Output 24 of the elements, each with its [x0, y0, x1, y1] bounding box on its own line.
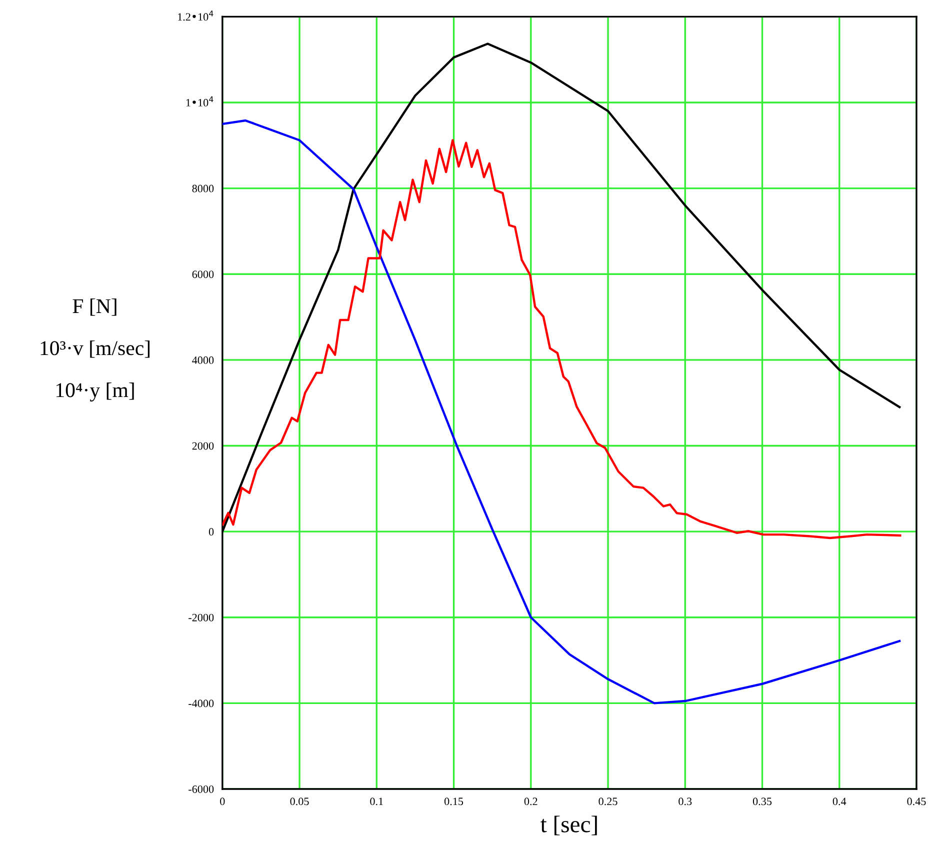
y-tick-label: 6000 — [192, 270, 214, 278]
x-tick-label: 0.2 — [524, 798, 538, 806]
x-tick-label: 0.35 — [752, 798, 772, 806]
x-tick-label: 0.05 — [290, 798, 309, 806]
x-tick-label: 0 — [220, 798, 225, 806]
y-axis-title: F [N] 10³·v [m/sec] 10⁴·y [m] — [40, 298, 150, 402]
x-tick-label: 0.4 — [832, 798, 846, 806]
line-series — [222, 139, 902, 540]
y-tick-label: 4000 — [192, 356, 214, 364]
x-tick-label: 0.15 — [444, 798, 464, 806]
x-axis-title: t [sec] — [540, 816, 597, 836]
y-tick-label: 1.2•10$^{4}$ — [178, 10, 214, 21]
x-tick-label: 0.25 — [598, 798, 618, 806]
x-tick-label: 0.45 — [907, 798, 926, 806]
y-tick-label: -6000 — [188, 785, 214, 793]
x-tick-label: 0.3 — [678, 798, 692, 806]
y-tick-label: 1•10$^{4}$ — [186, 96, 214, 106]
y-tick-label: -2000 — [188, 614, 214, 622]
y-tick-label: 8000 — [192, 184, 214, 192]
y-tick-label: 0 — [208, 528, 214, 536]
y-tick-label: 2000 — [192, 442, 214, 450]
x-tick-label: 0.1 — [370, 798, 383, 806]
y-tick-label: -4000 — [188, 700, 214, 708]
line-series — [222, 119, 901, 704]
